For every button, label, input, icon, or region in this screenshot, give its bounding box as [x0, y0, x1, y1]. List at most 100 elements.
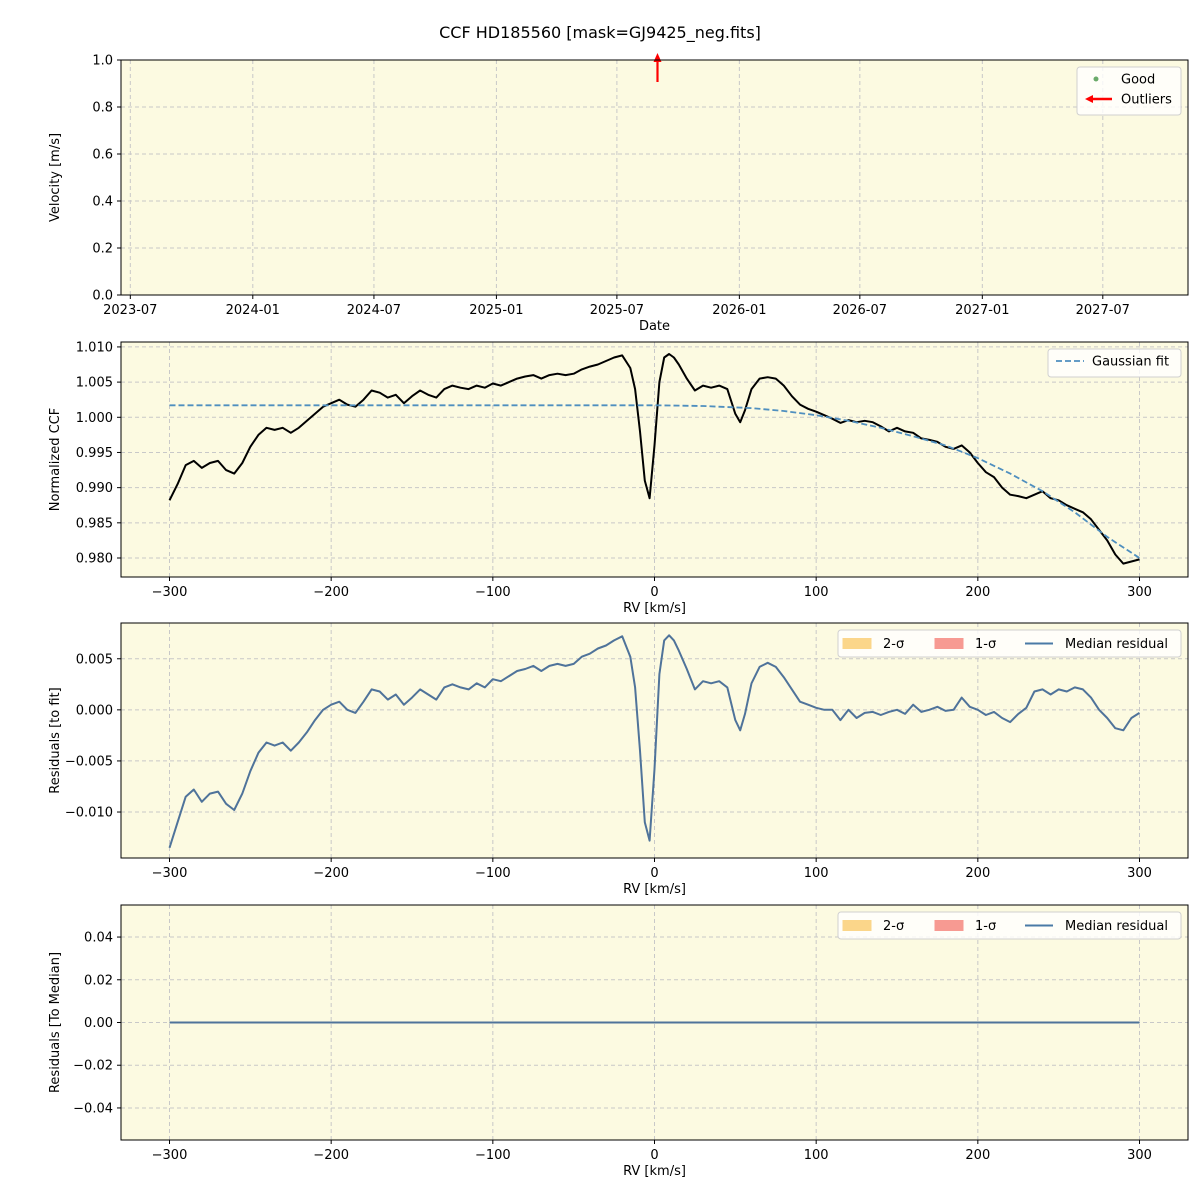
- y-tick-label: 0.005: [76, 652, 113, 667]
- legend-swatch: [842, 920, 872, 931]
- x-tick-label: 300: [1127, 866, 1152, 881]
- ccf-line: [168, 353, 1140, 565]
- legend-label: 1-σ: [975, 919, 996, 934]
- x-tick-label: 0: [650, 866, 658, 881]
- x-tick-label: −200: [313, 866, 349, 881]
- legend-label: 2-σ: [883, 637, 904, 652]
- plot-area: [121, 623, 1188, 858]
- x-tick-label: 2023-07: [103, 303, 157, 318]
- y-tick-label: 1.005: [76, 376, 113, 391]
- x-tick-label: 200: [965, 585, 990, 600]
- x-tick-label: 100: [804, 866, 829, 881]
- x-axis-label: RV [km/s]: [623, 1164, 686, 1179]
- x-tick-label: −100: [475, 1148, 511, 1163]
- legend-label: Gaussian fit: [1092, 355, 1169, 370]
- panel-3: −300 −200 −100 0 100 200 300 −0.010 −0.005 0.000 0…: [48, 622, 1189, 897]
- panels-container: 2023-07 2024-01 2024-07 2025-01 2025-07 2026-…: [48, 53, 1189, 1179]
- x-tick-label: 100: [804, 1148, 829, 1163]
- x-tick-label: 0: [650, 585, 658, 600]
- x-tick-label: −300: [152, 1148, 188, 1163]
- y-tick-label: −0.02: [73, 1059, 113, 1074]
- x-tick-label: −300: [152, 585, 188, 600]
- y-axis-label: Residuals [to fit]: [48, 687, 63, 793]
- panel-1: 2023-07 2024-01 2024-07 2025-01 2025-07 2026-…: [48, 53, 1189, 334]
- x-axis-label: RV [km/s]: [623, 601, 686, 616]
- x-tick-label: 2026-01: [712, 303, 766, 318]
- x-tick-label: 300: [1127, 585, 1152, 600]
- x-tick-label: 2026-07: [833, 303, 887, 318]
- legend-label: Good: [1121, 73, 1155, 88]
- axes-frame: [120, 59, 1189, 296]
- x-tick-label: 2025-01: [469, 303, 523, 318]
- x-tick-label: −100: [475, 585, 511, 600]
- panel-2: −300 −200 −100 0 100 200 300 0.980 0.985 0.990 0.9…: [48, 340, 1189, 616]
- y-tick-label: 0.2: [92, 242, 113, 257]
- y-tick-label: 0.000: [76, 703, 113, 718]
- legend-label: Median residual: [1065, 637, 1168, 652]
- y-tick-label: 1.0: [92, 54, 113, 69]
- y-axis-label: Normalized CCF: [48, 408, 63, 512]
- legend-swatch: [842, 638, 872, 649]
- y-tick-label: 0.00: [84, 1016, 113, 1031]
- y-tick-label: 0.4: [92, 195, 113, 210]
- y-tick-label: 0.995: [76, 446, 113, 461]
- legend-swatch: [934, 638, 964, 649]
- x-axis-label: RV [km/s]: [623, 882, 686, 897]
- figure-title: CCF HD185560 [mask=GJ9425_neg.fits]: [439, 23, 761, 43]
- legend-label: 1-σ: [975, 637, 996, 652]
- y-tick-label: 0.6: [92, 148, 113, 163]
- panel-4: −300 −200 −100 0 100 200 300 −0.04 −0.02 0.00 0.02…: [48, 904, 1189, 1179]
- legend-arrow-head: [1085, 95, 1093, 103]
- plot-area: [121, 60, 1188, 295]
- y-axis-label: Velocity [m/s]: [48, 133, 63, 222]
- x-tick-label: 2025-07: [590, 303, 644, 318]
- series-group: [168, 634, 1141, 849]
- y-tick-label: −0.04: [73, 1101, 113, 1116]
- legend-swatch: [934, 920, 964, 931]
- series-line-gaussian-fit: [169, 404, 1140, 559]
- x-tick-label: 200: [965, 1148, 990, 1163]
- legend-box: [1076, 66, 1182, 116]
- x-tick-label: 2027-01: [955, 303, 1009, 318]
- x-tick-label: 200: [965, 866, 990, 881]
- y-tick-label: 0.0: [92, 289, 113, 304]
- y-tick-label: 0.02: [84, 973, 113, 988]
- y-tick-label: 0.980: [76, 552, 113, 567]
- y-tick-label: 1.000: [76, 411, 113, 426]
- legend: Good Outliers: [1076, 66, 1182, 116]
- x-tick-label: −100: [475, 866, 511, 881]
- series-line-median-residual: [168, 634, 1141, 849]
- y-tick-label: 0.8: [92, 101, 113, 116]
- x-tick-label: 100: [804, 585, 829, 600]
- x-tick-label: −200: [313, 585, 349, 600]
- y-tick-label: −0.010: [65, 806, 113, 821]
- series-group: [168, 353, 1140, 565]
- axes-frame: [120, 904, 1189, 1141]
- legend-label: 2-σ: [883, 919, 904, 934]
- legend-box: [837, 911, 1182, 940]
- y-tick-label: 1.010: [76, 340, 113, 355]
- legend-box: [837, 629, 1182, 658]
- legend: 2-σ 1-σ Median residual: [837, 629, 1182, 658]
- y-tick-label: −0.005: [65, 754, 113, 769]
- y-axis-label: Residuals [To Median]: [48, 952, 63, 1093]
- x-tick-label: 2027-07: [1076, 303, 1130, 318]
- legend: 2-σ 1-σ Median residual: [837, 911, 1182, 940]
- x-tick-label: 0: [650, 1148, 658, 1163]
- y-tick-label: 0.990: [76, 481, 113, 496]
- plot-area: [121, 342, 1188, 577]
- x-tick-label: 2024-01: [226, 303, 280, 318]
- x-tick-label: −300: [152, 866, 188, 881]
- legend-marker-good: [1093, 76, 1099, 82]
- legend-box: [1047, 348, 1182, 378]
- x-tick-label: −200: [313, 1148, 349, 1163]
- legend: Gaussian fit: [1047, 348, 1182, 378]
- legend-label: Median residual: [1065, 919, 1168, 934]
- y-tick-label: 0.985: [76, 516, 113, 531]
- x-axis-label: Date: [639, 319, 670, 334]
- y-tick-label: 0.04: [84, 931, 113, 946]
- x-tick-label: 300: [1127, 1148, 1152, 1163]
- axes-frame: [120, 622, 1189, 859]
- axes-frame: [120, 341, 1189, 578]
